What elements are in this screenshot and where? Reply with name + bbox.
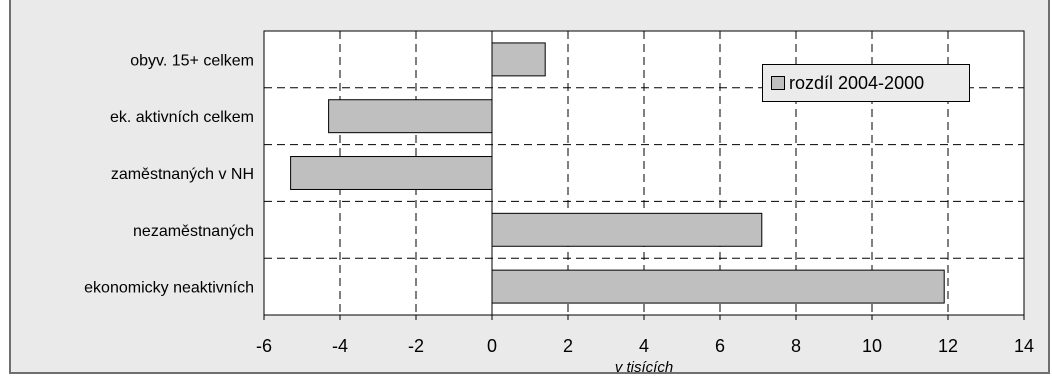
bar: [491, 42, 546, 77]
x-tick-label: 10: [862, 336, 882, 356]
category-label: ekonomicky neaktivních: [84, 280, 254, 297]
bar: [491, 212, 763, 247]
x-axis-title: v tisících: [615, 359, 673, 376]
x-tick-label: 6: [715, 336, 725, 356]
x-tick-label: -4: [332, 336, 348, 356]
gridlines: [264, 31, 1024, 315]
bars: [290, 42, 945, 304]
x-tick-labels: -6 -4 -2 0 2 4 6 8 10 12 14: [256, 315, 1034, 356]
category-label: obyv. 15+ celkem: [130, 52, 254, 69]
bar: [290, 156, 493, 190]
x-tick-label: 12: [938, 336, 958, 356]
category-label: ek. aktivních celkem: [110, 109, 254, 126]
legend-swatch: [771, 76, 785, 90]
category-label: zaměstnaných v NH: [111, 166, 254, 183]
bar: [328, 99, 493, 134]
x-tick-label: -2: [408, 336, 424, 356]
x-tick-label: 4: [639, 336, 649, 356]
x-tick-label: 14: [1014, 336, 1034, 356]
category-labels: obyv. 15+ celkem ek. aktivních celkem zamě…: [84, 52, 254, 296]
legend-label: rozdíl 2004-2000: [789, 72, 925, 93]
bar: [491, 269, 945, 304]
category-label: nezaměstnaných: [133, 223, 254, 240]
legend: rozdíl 2004-2000: [762, 64, 970, 102]
x-tick-label: 0: [487, 336, 497, 356]
x-tick-label: 2: [563, 336, 573, 356]
x-tick-label: -6: [256, 336, 272, 356]
x-tick-label: 8: [791, 336, 801, 356]
